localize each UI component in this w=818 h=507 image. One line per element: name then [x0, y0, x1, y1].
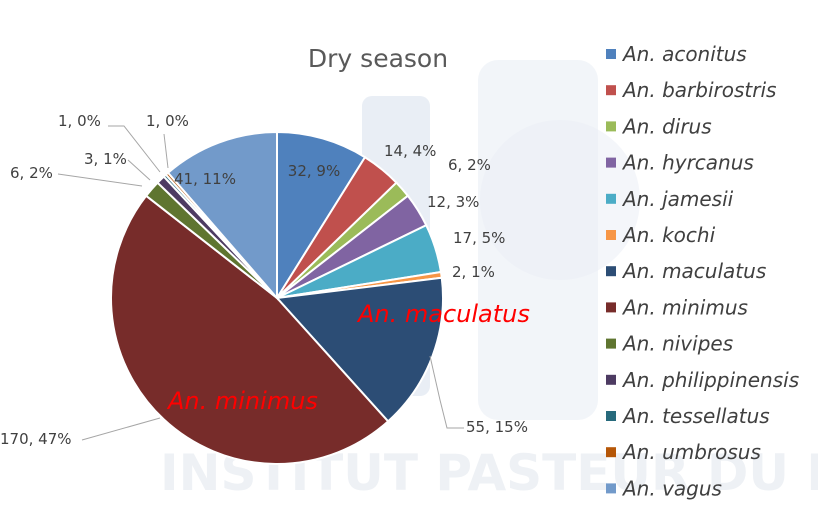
- legend-item-an-maculatus: An. maculatus: [606, 259, 766, 283]
- legend: An. aconitus An. barbirostris An. dirus An.…: [606, 42, 799, 500]
- legend-label-an-dirus: An. dirus: [621, 114, 712, 138]
- legend-item-an-dirus: An. dirus: [606, 114, 712, 138]
- legend-swatch-an-vagus: [606, 483, 616, 494]
- legend-label-an-jamesii: An. jamesii: [621, 187, 734, 211]
- pie-slices: [110, 130, 444, 465]
- legend-label-an-minimus: An. minimus: [621, 295, 748, 319]
- legend-label-an-maculatus: An. maculatus: [621, 259, 766, 283]
- data-label-an-tessellatus: 1, 0%: [58, 112, 101, 130]
- legend-swatch-an-philippinensis: [606, 374, 616, 385]
- pie-slice-an-aconitus: [276, 130, 367, 302]
- legend-item-an-hyrcanus: An. hyrcanus: [606, 151, 754, 175]
- data-label-an-umbrosus: 1, 0%: [146, 112, 189, 130]
- legend-swatch-an-aconitus: [606, 49, 616, 59]
- pie-slice-an-vagus: [166, 130, 278, 301]
- data-label-an-aconitus: 32, 9%: [288, 162, 340, 180]
- legend-swatch-an-barbirostris: [606, 85, 616, 96]
- legend-swatch-an-dirus: [606, 121, 616, 132]
- legend-item-an-vagus: An. vagus: [606, 476, 722, 500]
- legend-label-an-nivipes: An. nivipes: [621, 332, 733, 356]
- legend-label-an-umbrosus: An. umbrosus: [621, 440, 761, 464]
- chart-title: Dry season: [308, 44, 448, 73]
- legend-label-an-aconitus: An. aconitus: [621, 42, 747, 66]
- leader-line-an-umbrosus: [163, 133, 169, 169]
- data-label-an-vagus: 41, 11%: [174, 170, 236, 188]
- pie-slice-an-maculatus: [274, 276, 444, 423]
- leader-line-an-nivipes: [57, 173, 143, 187]
- legend-swatch-an-minimus: [606, 302, 616, 313]
- legend-label-an-hyrcanus: An. hyrcanus: [621, 151, 754, 175]
- data-label-an-hyrcanus: 12, 3%: [427, 193, 479, 211]
- legend-label-an-tessellatus: An. tessellatus: [621, 404, 770, 428]
- legend-item-an-philippinensis: An. philippinensis: [606, 368, 799, 392]
- data-label-an-kochi: 2, 1%: [452, 263, 495, 281]
- data-label-an-jamesii: 17, 5%: [453, 229, 505, 247]
- legend-item-an-aconitus: An. aconitus: [606, 42, 747, 66]
- legend-swatch-an-tessellatus: [606, 411, 616, 421]
- legend-item-an-jamesii: An. jamesii: [606, 187, 734, 211]
- legend-label-an-vagus: An. vagus: [621, 476, 722, 500]
- legend-item-an-kochi: An. kochi: [606, 223, 716, 247]
- data-label-an-dirus: 6, 2%: [448, 156, 491, 174]
- leader-line-an-philippinensis: [127, 159, 151, 181]
- data-label-an-philippinensis: 3, 1%: [84, 150, 127, 168]
- legend-item-an-nivipes: An. nivipes: [606, 332, 733, 356]
- legend-swatch-an-hyrcanus: [606, 157, 616, 168]
- leader-line-an-maculatus: [429, 355, 464, 429]
- legend-swatch-an-kochi: [606, 230, 616, 240]
- legend-swatch-an-nivipes: [606, 338, 616, 349]
- leader-lines: [57, 125, 464, 441]
- legend-item-an-barbirostris: An. barbirostris: [606, 78, 776, 102]
- data-label-an-maculatus: 55, 15%: [466, 418, 528, 436]
- data-label-an-minimus: 170, 47%: [0, 430, 72, 448]
- legend-swatch-an-maculatus: [606, 266, 616, 277]
- legend-swatch-an-umbrosus: [606, 447, 616, 458]
- data-labels: 32, 9% 14, 4% 6, 2% 12, 3% 17, 5% 2, 1% 55, 15…: [0, 112, 528, 448]
- legend-item-an-minimus: An. minimus: [606, 295, 748, 319]
- annotation-an-maculatus: An. maculatus: [356, 300, 530, 328]
- legend-label-an-philippinensis: An. philippinensis: [621, 368, 799, 392]
- legend-label-an-barbirostris: An. barbirostris: [621, 78, 776, 102]
- data-label-an-nivipes: 6, 2%: [10, 164, 53, 182]
- legend-swatch-an-jamesii: [606, 193, 616, 204]
- annotation-an-minimus: An. minimus: [166, 387, 318, 415]
- data-label-an-barbirostris: 14, 4%: [384, 142, 436, 160]
- pie-slice-an-minimus: [110, 194, 390, 465]
- legend-item-an-tessellatus: An. tessellatus: [606, 404, 770, 428]
- legend-label-an-kochi: An. kochi: [621, 223, 716, 247]
- leader-line-an-tessellatus: [108, 125, 161, 173]
- leader-line-an-minimus: [81, 417, 161, 441]
- legend-item-an-umbrosus: An. umbrosus: [606, 440, 761, 464]
